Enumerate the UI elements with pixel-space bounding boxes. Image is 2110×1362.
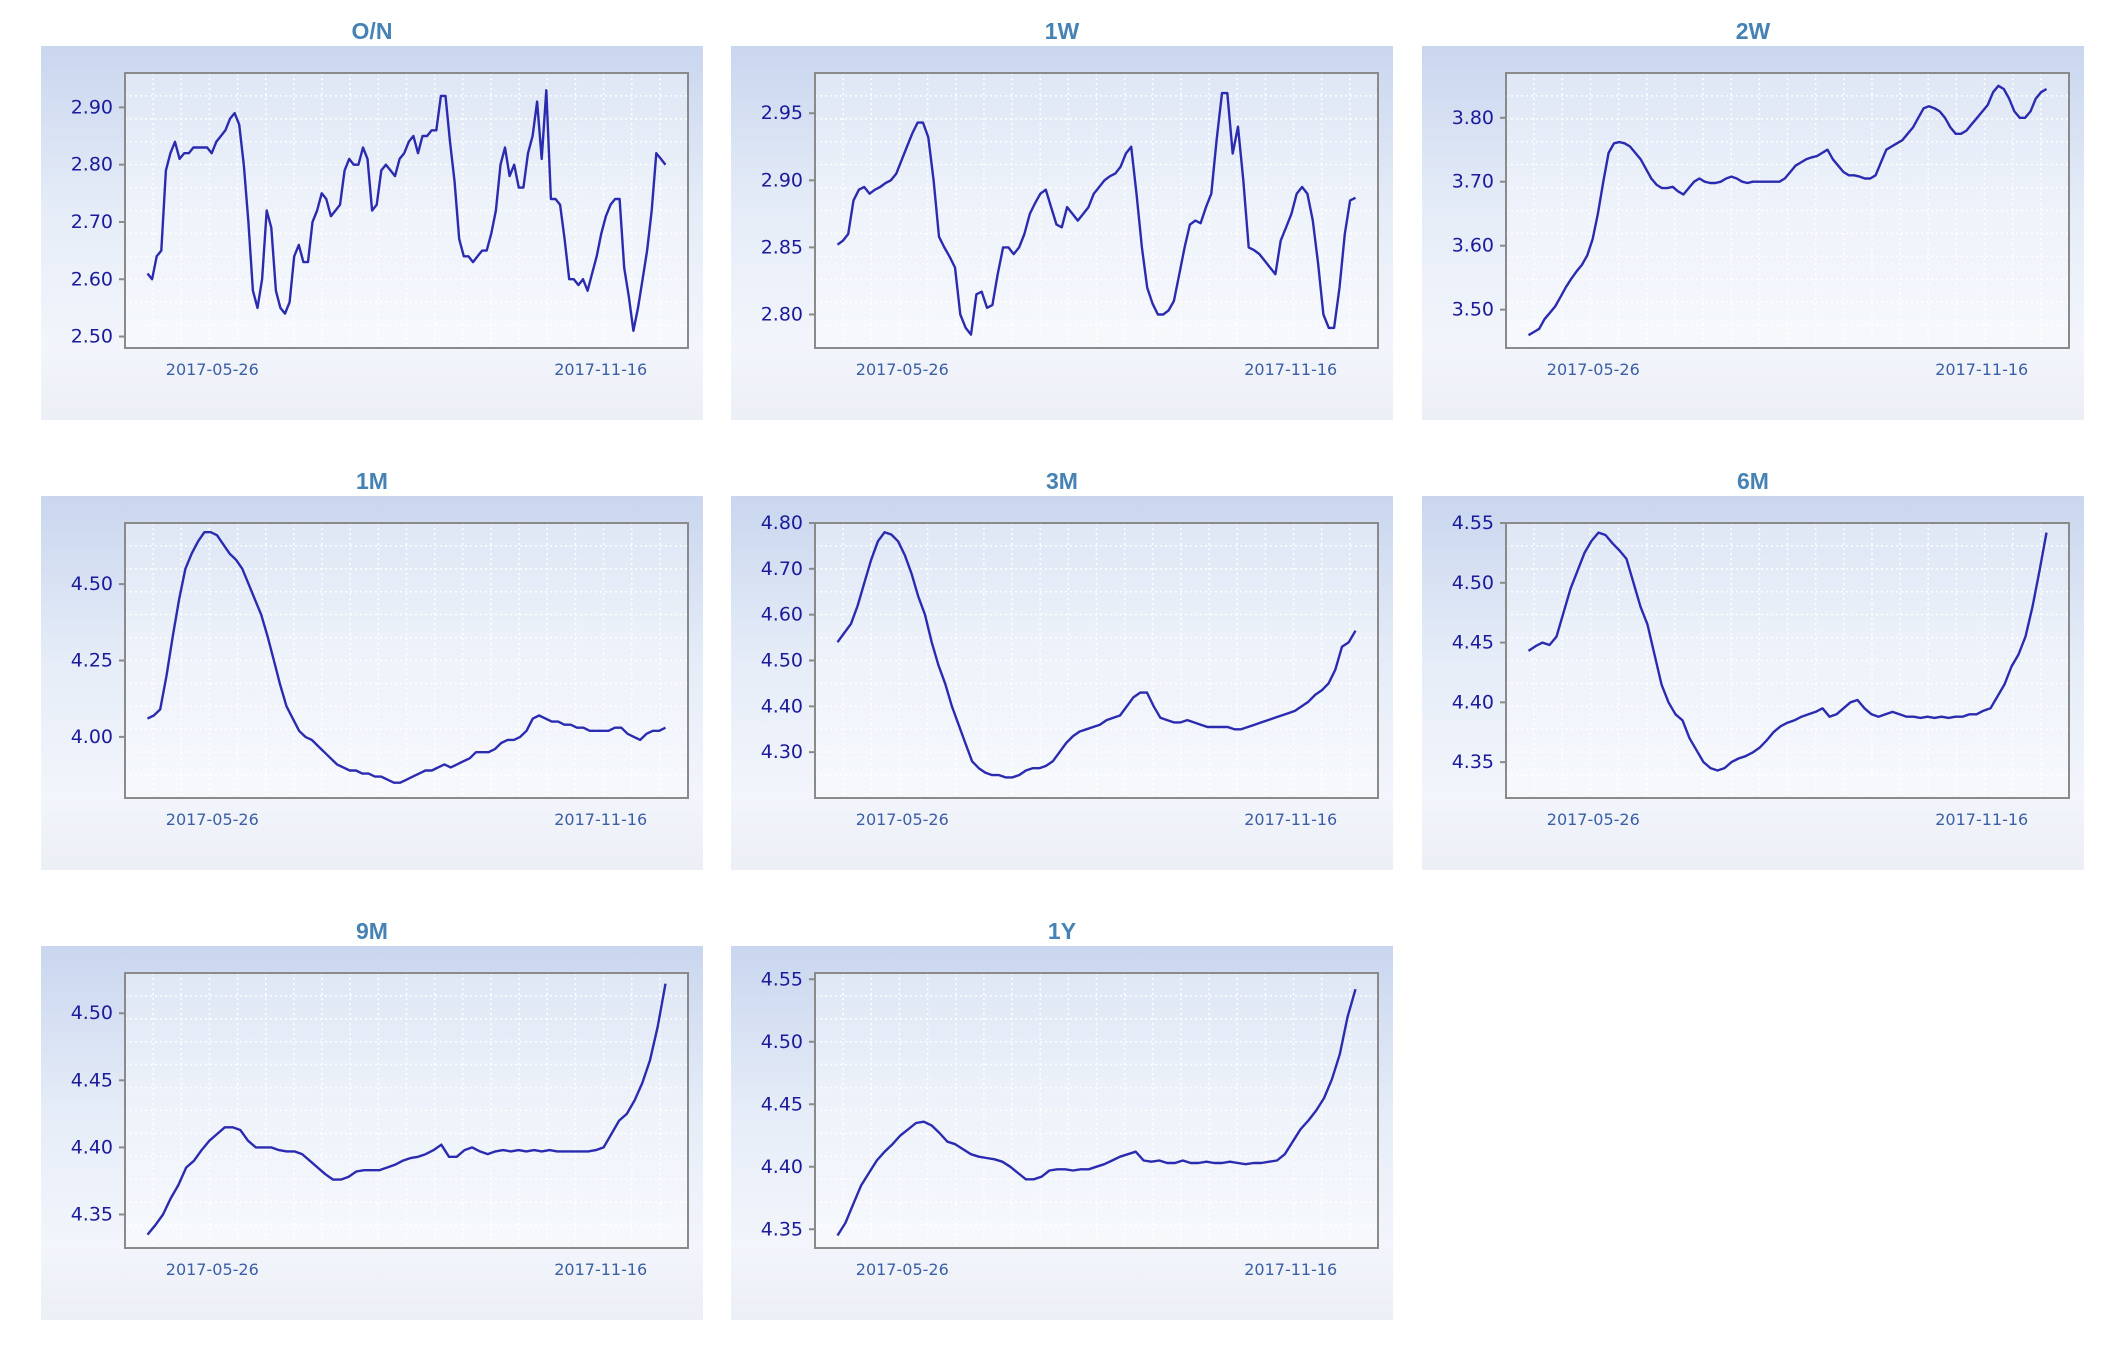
plot-frame (1505, 522, 2070, 799)
y-tick-label: 2.70 (71, 211, 113, 233)
y-tick-label: 4.40 (71, 1136, 113, 1158)
y-tick-label: 2.80 (761, 303, 803, 325)
series-line (146, 983, 667, 1236)
plot-frame (124, 972, 689, 1249)
series-line (836, 531, 1357, 779)
y-tick-label: 4.45 (71, 1069, 113, 1091)
x-tick-label: 2017-11-16 (554, 810, 647, 829)
y-tick-label: 4.35 (1452, 751, 1494, 773)
x-tick-label: 2017-11-16 (1935, 360, 2028, 379)
chart-svg: 4.35 4.40 4.45 4.50 4.55 2017-05-26 2017-11-16 (1452, 512, 2070, 829)
y-tick-label: 4.70 (761, 558, 803, 580)
chart-title: 1Y (1047, 918, 1077, 944)
x-tick-label: 2017-11-16 (1244, 1260, 1337, 1279)
series-line (1527, 84, 2048, 337)
chart-2: 1W 2.80 2.85 2.90 2.95 2017-05-26 2017-11-16 (731, 18, 1393, 462)
y-tick-label: 4.45 (1452, 632, 1494, 654)
chart-8: 1Y 4.35 4.40 4.45 4.50 4.55 2017-05-26 2017-11-… (731, 918, 1393, 1362)
chart-panel: 2.50 2.60 2.70 2.80 2.90 2017-05-26 2017-11-16 (41, 46, 703, 420)
chart-svg: 3.50 3.60 3.70 3.80 2017-05-26 2017-11-16 (1452, 72, 2070, 379)
y-tick-label: 4.50 (761, 650, 803, 672)
x-tick-label: 2017-05-26 (166, 360, 259, 379)
series-line (1527, 531, 2048, 772)
chart-panel: 4.35 4.40 4.45 4.50 4.55 2017-05-26 2017-11-16 (731, 946, 1393, 1320)
chart-svg: 4.00 4.25 4.50 2017-05-26 2017-11-16 (71, 522, 689, 829)
chart-title: O/N (351, 18, 393, 44)
y-tick-label: 4.50 (761, 1031, 803, 1053)
chart-svg: 4.30 4.40 4.50 4.60 4.70 4.80 2017-05-26 2017-1… (761, 512, 1379, 829)
y-tick-label: 2.90 (71, 96, 113, 118)
y-tick-label: 3.80 (1452, 107, 1494, 129)
y-tick-label: 4.60 (761, 604, 803, 626)
x-tick-label: 2017-05-26 (856, 360, 949, 379)
chart-panel: 4.35 4.40 4.45 4.50 4.55 2017-05-26 2017-11-16 (1422, 496, 2084, 870)
series-line (146, 531, 667, 784)
chart-title: 1W (1044, 18, 1080, 44)
y-tick-label: 4.30 (761, 741, 803, 763)
y-tick-label: 4.80 (761, 512, 803, 534)
y-tick-label: 4.35 (761, 1218, 803, 1240)
plot-frame (1505, 72, 2070, 349)
y-tick-label: 4.40 (761, 695, 803, 717)
y-tick-label: 4.55 (761, 968, 803, 990)
plot-frame (124, 72, 689, 349)
chart-title: 9M (356, 918, 388, 944)
series-line (836, 988, 1357, 1237)
chart-title: 1M (356, 468, 388, 494)
plot-frame (814, 72, 1379, 349)
chart-svg: 2.50 2.60 2.70 2.80 2.90 2017-05-26 2017-11-16 (71, 72, 689, 379)
y-tick-label: 2.60 (71, 268, 113, 290)
y-tick-label: 4.50 (71, 573, 113, 595)
chart-panel: 4.35 4.40 4.45 4.50 2017-05-26 2017-11-16 (41, 946, 703, 1320)
y-tick-label: 4.00 (71, 726, 113, 748)
y-tick-label: 4.25 (71, 650, 113, 672)
chart-svg: 4.35 4.40 4.45 4.50 4.55 2017-05-26 2017-11-16 (761, 968, 1379, 1279)
x-tick-label: 2017-05-26 (856, 1260, 949, 1279)
x-tick-label: 2017-11-16 (1244, 810, 1337, 829)
y-tick-label: 3.60 (1452, 235, 1494, 257)
y-tick-label: 4.50 (71, 1002, 113, 1024)
y-tick-label: 4.40 (761, 1156, 803, 1178)
y-tick-label: 2.85 (761, 236, 803, 258)
chart-panel: 3.50 3.60 3.70 3.80 2017-05-26 2017-11-16 (1422, 46, 2084, 420)
y-tick-label: 4.55 (1452, 512, 1494, 534)
x-tick-label: 2017-11-16 (554, 1260, 647, 1279)
chart-panel: 4.30 4.40 4.50 4.60 4.70 4.80 2017-05-26 2017-1… (731, 496, 1393, 870)
chart-title: 3M (1046, 468, 1078, 494)
x-tick-label: 2017-11-16 (1935, 810, 2028, 829)
y-tick-label: 2.50 (71, 326, 113, 348)
y-tick-label: 2.95 (761, 102, 803, 124)
plot-frame (814, 972, 1379, 1249)
x-tick-label: 2017-05-26 (856, 810, 949, 829)
chart-panel: 4.00 4.25 4.50 2017-05-26 2017-11-16 (41, 496, 703, 870)
chart-3: 2W 3.50 3.60 3.70 3.80 2017-05-26 2017-11-16 (1422, 18, 2084, 462)
chart-5: 3M 4.30 4.40 4.50 4.60 4.70 4.80 2017-05-26 2017… (731, 468, 1393, 912)
chart-title: 2W (1735, 18, 1771, 44)
chart-6: 6M 4.35 4.40 4.45 4.50 4.55 2017-05-26 2017-11-… (1422, 468, 2084, 912)
series-line (836, 91, 1357, 336)
x-tick-label: 2017-05-26 (166, 1260, 259, 1279)
chart-title: 6M (1737, 468, 1769, 494)
y-tick-label: 2.90 (761, 169, 803, 191)
y-tick-label: 4.40 (1452, 691, 1494, 713)
y-tick-label: 4.35 (71, 1203, 113, 1225)
x-tick-label: 2017-11-16 (554, 360, 647, 379)
x-tick-label: 2017-05-26 (1547, 360, 1640, 379)
chart-4: 1M 4.00 4.25 4.50 2017-05-26 2017-11-16 (41, 468, 703, 912)
y-tick-label: 2.80 (71, 154, 113, 176)
y-tick-label: 3.50 (1452, 299, 1494, 321)
chart-panel: 2.80 2.85 2.90 2.95 2017-05-26 2017-11-16 (731, 46, 1393, 420)
chart-svg: 2.80 2.85 2.90 2.95 2017-05-26 2017-11-16 (761, 72, 1379, 379)
x-tick-label: 2017-11-16 (1244, 360, 1337, 379)
series-line (146, 89, 667, 332)
x-tick-label: 2017-05-26 (166, 810, 259, 829)
chart-7: 9M 4.35 4.40 4.45 4.50 2017-05-26 2017-11-16 (41, 918, 703, 1362)
chart-1: O/N 2.50 2.60 2.70 2.80 2.90 2017-05-26 2017-11… (41, 18, 703, 462)
y-tick-label: 4.50 (1452, 572, 1494, 594)
chart-svg: 4.35 4.40 4.45 4.50 2017-05-26 2017-11-16 (71, 972, 689, 1279)
x-tick-label: 2017-05-26 (1547, 810, 1640, 829)
y-tick-label: 4.45 (761, 1093, 803, 1115)
y-tick-label: 3.70 (1452, 171, 1494, 193)
